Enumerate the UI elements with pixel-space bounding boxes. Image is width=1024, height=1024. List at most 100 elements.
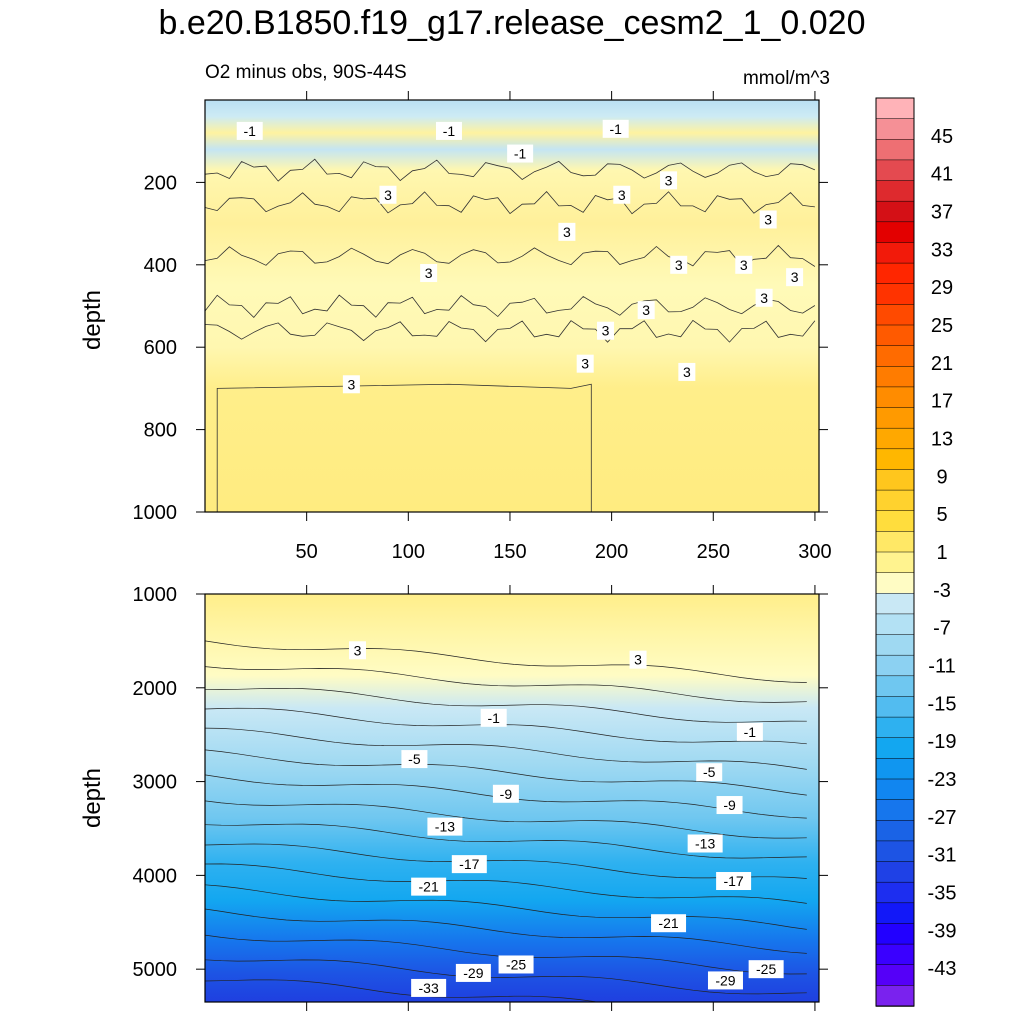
colorbar-label: -19 (928, 731, 957, 753)
contour-label-bg (576, 354, 594, 373)
contour-label: -13 (695, 835, 715, 851)
contour-label-bg (411, 978, 447, 997)
field-fill (205, 100, 819, 512)
contour-label: -9 (500, 786, 513, 802)
contour-line (204, 158, 816, 182)
colorbar-label: -39 (928, 920, 957, 942)
contour-label: 3 (740, 257, 748, 273)
y-tick-label: 2000 (133, 678, 178, 700)
contour-label-bg (707, 971, 743, 990)
colorbar-swatch (875, 242, 915, 264)
contour-label: 3 (618, 187, 626, 203)
colorbar-swatch (875, 696, 915, 718)
contour-label-bg (716, 796, 743, 815)
lower-panel: 1000 2000 3000 4000 5000 depth 3 3 -1 -1 -5 -5 -9 -9 -… (79, 584, 828, 1011)
colorbar-label: 13 (931, 429, 953, 451)
contour-label-bg (455, 963, 491, 982)
contour-label-bg (507, 144, 534, 163)
colorbar-label: 1 (936, 542, 947, 564)
colorbar-swatch (875, 200, 915, 223)
contour-label: 3 (683, 364, 691, 380)
x-tick-label: 200 (595, 541, 628, 563)
colorbar-label: 5 (936, 504, 947, 526)
contour-label: -1 (443, 123, 456, 139)
contour-label: -5 (703, 764, 716, 780)
contour-label: -1 (244, 123, 257, 139)
x-tick-label: 250 (697, 541, 730, 563)
contour-label: -5 (408, 751, 421, 767)
colorbar-label: 9 (936, 466, 947, 488)
contour-label-bg (735, 255, 753, 274)
colorbar-swatch (875, 613, 915, 636)
y-axis-label: depth (79, 768, 106, 828)
contour-label: -17 (723, 873, 743, 889)
contour-label: -33 (419, 980, 439, 996)
colorbar-swatch (875, 593, 915, 615)
contour-line (204, 244, 816, 267)
contour-label-bg (498, 955, 534, 974)
colorbar-swatch (875, 427, 915, 450)
contour-label: -21 (658, 915, 678, 931)
contour-label-bg (480, 708, 507, 727)
y-tick-label: 400 (144, 255, 177, 277)
y-axis-label: depth (79, 290, 106, 350)
colorbar-swatch (875, 531, 915, 553)
x-tick-label: 100 (392, 541, 425, 563)
upper-panel: 50 100 150 200 250 300 200 400 600 800 1000 depth -1… (79, 91, 832, 563)
colorbar-swatch (875, 407, 915, 429)
contour-line (204, 294, 816, 318)
contour-label-bg (786, 268, 804, 287)
colorbar-swatch (875, 304, 915, 326)
x-tick-label: 300 (798, 541, 831, 563)
colorbar-swatch (875, 985, 915, 1007)
colorbar-swatch (875, 778, 915, 801)
contour-line (204, 863, 807, 904)
colorbar-swatch (875, 366, 915, 388)
figure-title: b.e20.B1850.f19_g17.release_cesm2_1_0.02… (158, 4, 866, 42)
colorbar-swatch (875, 510, 915, 533)
colorbar-swatch (875, 469, 915, 491)
units-label: mmol/m^3 (742, 68, 830, 89)
contour-label-bg (342, 375, 360, 394)
contour-label: 3 (634, 652, 642, 668)
colorbar-swatch (875, 283, 915, 306)
contour-line (204, 800, 807, 839)
contour-label-bg (613, 185, 631, 204)
contour-label-bg (629, 650, 647, 669)
contour-label: 3 (354, 642, 362, 658)
contour-line (204, 191, 815, 215)
contour-label: 3 (581, 356, 589, 372)
contour-label: -1 (514, 146, 527, 162)
contour-line (204, 687, 807, 723)
colorbar-swatch (875, 386, 915, 409)
colorbar-swatch (875, 716, 915, 739)
contour-line (204, 884, 807, 930)
colorbar-label: 17 (931, 391, 953, 413)
contour-line (204, 666, 807, 703)
contour-label-bg (651, 914, 687, 933)
contour-line (204, 640, 807, 683)
colorbar-label: 45 (931, 126, 953, 148)
colorbar-label: 37 (931, 202, 953, 224)
contour-label-bg (558, 222, 576, 241)
y-tick-label: 1000 (133, 502, 178, 524)
contour-label: 3 (384, 187, 392, 203)
colorbar-label: -3 (933, 580, 951, 602)
contour-label-bg (379, 185, 397, 204)
colorbar-label: -15 (928, 693, 957, 715)
colorbar-label: 29 (931, 277, 953, 299)
colorbar-label: -11 (928, 656, 955, 678)
y-tick-label: 800 (144, 420, 177, 442)
contour-label: -1 (487, 710, 500, 726)
contour-label: -21 (419, 879, 439, 895)
colorbar-swatch (875, 654, 915, 677)
colorbar-label: 21 (931, 353, 953, 375)
colorbar-swatch (875, 902, 915, 925)
contour-label-bg (492, 784, 519, 803)
colorbar-swatch (875, 840, 915, 863)
contour-line (204, 843, 807, 879)
colorbar-swatch (875, 861, 915, 883)
colorbar-swatch (875, 180, 915, 202)
contour-label-bg (755, 288, 773, 307)
